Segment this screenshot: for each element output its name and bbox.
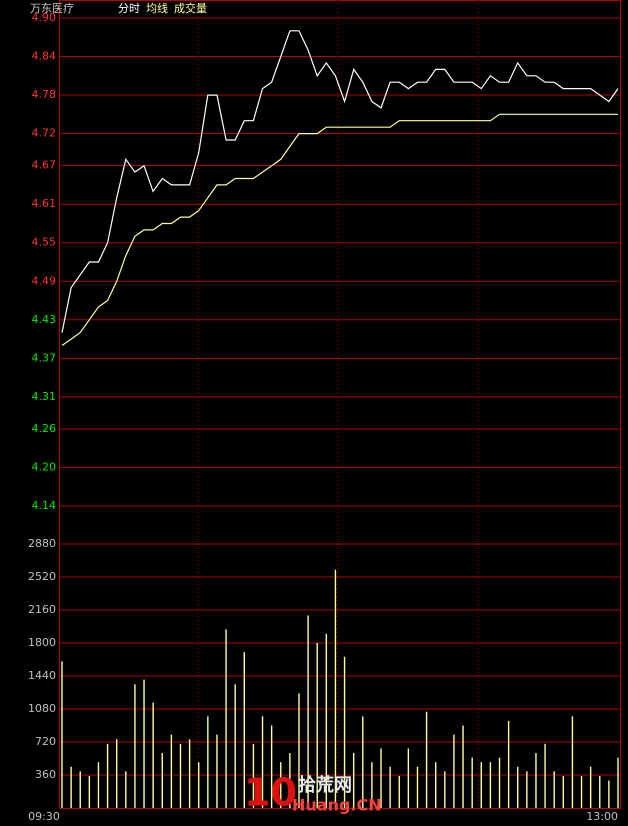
volume-bar bbox=[97, 762, 100, 808]
volume-bar bbox=[280, 762, 282, 808]
volume-bar bbox=[207, 716, 209, 808]
volume-bar bbox=[371, 762, 373, 808]
volume-bar bbox=[589, 766, 592, 808]
legend-entry: 均线 bbox=[146, 1, 168, 15]
volume-bar bbox=[535, 753, 537, 808]
volume-bar bbox=[380, 748, 382, 808]
volume-bar bbox=[435, 762, 437, 808]
y-tick-label: 4.55 bbox=[32, 236, 57, 249]
volume-bar bbox=[444, 771, 446, 808]
volume-bar bbox=[316, 643, 318, 808]
volume-bar bbox=[544, 743, 546, 808]
volume-bar bbox=[88, 775, 91, 808]
volume-bar bbox=[325, 633, 328, 808]
x-tick-label: 09:30 bbox=[28, 810, 60, 823]
y-tick-label: 4.20 bbox=[32, 460, 57, 473]
y-tick-label: 4.90 bbox=[32, 11, 57, 24]
volume-bar bbox=[471, 757, 473, 808]
volume-bar bbox=[243, 652, 245, 808]
volume-bar bbox=[617, 757, 619, 808]
volume-bar bbox=[453, 734, 455, 808]
volume-bar bbox=[599, 775, 601, 808]
volume-bar bbox=[79, 771, 81, 808]
legend-entry: 分时 bbox=[118, 2, 140, 15]
y-tick-label: 360 bbox=[35, 768, 56, 781]
volume-bar bbox=[462, 725, 464, 808]
y-tick-label: 1800 bbox=[28, 636, 56, 649]
volume-bar bbox=[407, 748, 410, 808]
volume-bar bbox=[352, 753, 355, 808]
y-tick-label: 4.67 bbox=[32, 159, 57, 172]
volume-bar bbox=[170, 734, 173, 808]
volume-bar bbox=[416, 766, 419, 808]
volume-bar bbox=[571, 716, 574, 808]
volume-bar bbox=[526, 771, 528, 808]
volume-bar bbox=[143, 679, 145, 808]
y-tick-label: 2520 bbox=[28, 570, 56, 583]
y-tick-label: 4.31 bbox=[32, 390, 57, 403]
volume-bar bbox=[270, 725, 273, 808]
volume-bar bbox=[161, 753, 163, 808]
y-tick-label: 4.26 bbox=[32, 422, 57, 435]
frame bbox=[59, 0, 621, 809]
volume-bar bbox=[608, 780, 610, 808]
y-tick-label: 1080 bbox=[28, 702, 56, 715]
y-tick-label: 4.37 bbox=[32, 351, 57, 364]
y-tick-label: 4.49 bbox=[32, 274, 57, 287]
chart-title: 万东医疗 bbox=[30, 1, 74, 15]
y-tick-label: 4.61 bbox=[32, 197, 57, 210]
volume-bar bbox=[289, 753, 291, 808]
y-tick-label: 4.43 bbox=[32, 313, 57, 326]
volume-bar bbox=[580, 775, 583, 808]
y-tick-label: 4.72 bbox=[32, 127, 57, 140]
y-tick-label: 2160 bbox=[28, 603, 56, 616]
volume-bar bbox=[115, 739, 118, 808]
volume-bar bbox=[334, 569, 337, 808]
y-tick-label: 4.78 bbox=[32, 88, 57, 101]
x-tick-label: 13:00 bbox=[586, 810, 618, 823]
watermark-name: 拾荒网 bbox=[298, 774, 352, 796]
y-tick-label: 1440 bbox=[28, 669, 56, 682]
volume-bar bbox=[498, 757, 501, 808]
price-line bbox=[61, 30, 619, 333]
volume-bar bbox=[252, 743, 255, 808]
volume-bar bbox=[234, 684, 236, 808]
volume-bar bbox=[188, 739, 191, 808]
volume-bar bbox=[517, 766, 519, 808]
price-line bbox=[61, 113, 618, 346]
volume-bar bbox=[553, 771, 555, 808]
volume-bar bbox=[489, 762, 492, 808]
volume-bar bbox=[343, 656, 346, 808]
volume-bar bbox=[125, 771, 127, 808]
watermark-number: 10 bbox=[244, 771, 297, 815]
y-tick-label: 4.84 bbox=[32, 50, 57, 63]
volume-bar bbox=[389, 766, 391, 808]
y-tick-label: 4.14 bbox=[32, 499, 57, 512]
volume-bar bbox=[261, 716, 264, 808]
volume-bar bbox=[198, 762, 200, 808]
y-tick-label: 720 bbox=[35, 735, 56, 748]
volume-bar bbox=[307, 615, 309, 808]
volume-bar bbox=[507, 720, 510, 808]
volume-bar bbox=[152, 702, 154, 808]
volume-bar bbox=[425, 711, 428, 808]
volume-bar bbox=[61, 661, 63, 808]
volume-bar bbox=[398, 775, 400, 808]
volume-bar bbox=[225, 629, 227, 808]
y-tick-label: 2880 bbox=[28, 537, 56, 550]
volume-bar bbox=[298, 693, 300, 808]
watermark-site: Huang.CN bbox=[292, 796, 382, 815]
legend-entry: 成交量 bbox=[174, 1, 207, 15]
volume-bar bbox=[106, 743, 109, 808]
volume-bar bbox=[362, 716, 364, 808]
volume-bar bbox=[70, 766, 72, 808]
volume-bar bbox=[562, 775, 565, 808]
volume-bar bbox=[480, 762, 482, 808]
volume-bar bbox=[216, 734, 218, 808]
watermark: 10 拾荒网 Huang.CN bbox=[244, 771, 382, 815]
volume-bar bbox=[134, 684, 136, 808]
volume-bar bbox=[179, 743, 182, 808]
